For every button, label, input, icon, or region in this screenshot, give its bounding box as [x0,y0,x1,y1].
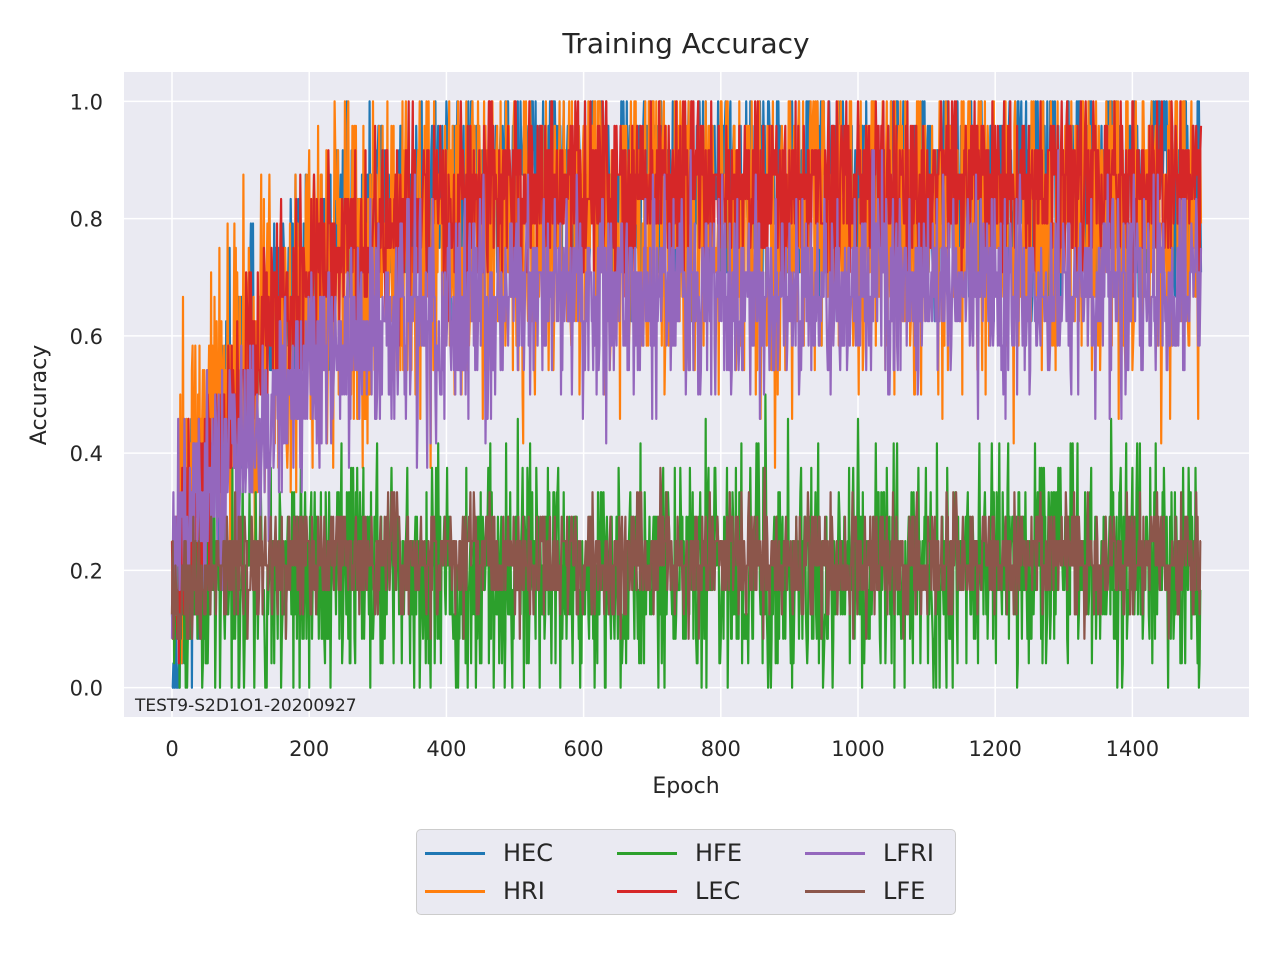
legend-item-lfe: LFE [805,876,925,906]
legend-swatch-lfe [805,889,865,893]
legend-swatch-lec [617,889,677,893]
legend-label-hfe: HFE [695,839,743,867]
y-tick-label: 1.0 [70,90,103,114]
x-tick-label: 0 [165,737,178,761]
x-tick-label: 800 [701,737,741,761]
legend-swatch-hec [425,851,485,855]
x-tick-label: 200 [289,737,329,761]
legend-swatch-hri [425,889,485,893]
series-lines [170,100,1203,689]
legend-item-hri: HRI [425,876,545,906]
tick-labels: 0 200 400 600 800 1000 1200 1400 0.0 0.2 0.4 0.6 0.8… [70,90,1160,761]
legend-label-lfe: LFE [883,877,926,905]
legend-label-hri: HRI [503,877,545,905]
y-tick-label: 0.4 [70,442,103,466]
y-tick-label: 0.0 [70,677,103,701]
legend-item-hec: HEC [425,838,553,868]
legend-item-hfe: HFE [617,838,742,868]
y-tick-label: 0.2 [70,559,103,583]
series-line-hfe [170,393,1202,689]
x-tick-label: 1200 [968,737,1021,761]
legend-label-lec: LEC [695,877,741,905]
x-tick-label: 1400 [1106,737,1159,761]
legend-swatch-hfe [617,851,677,855]
legend-item-lfri: LFRI [805,838,934,868]
series-line-lfe [170,466,1202,640]
chart-title: Training Accuracy [561,27,809,60]
legend-label-hec: HEC [503,839,553,867]
y-tick-label: 0.6 [70,325,103,349]
legend-item-lec: LEC [617,876,740,906]
y-tick-label: 0.8 [70,208,103,232]
series-line-lfri [170,149,1203,639]
legend: HEC HRI HFE LEC LFRI LFE [416,829,956,915]
legend-label-lfri: LFRI [883,839,934,867]
chart-annotation: TEST9-S2D1O1-20200927 [134,696,357,716]
x-tick-label: 600 [564,737,604,761]
y-axis-label: Accuracy [27,345,52,445]
x-tick-label: 400 [426,737,466,761]
x-tick-label: 1000 [831,737,884,761]
x-axis-label: Epoch [652,774,719,799]
legend-swatch-lfri [805,851,865,855]
